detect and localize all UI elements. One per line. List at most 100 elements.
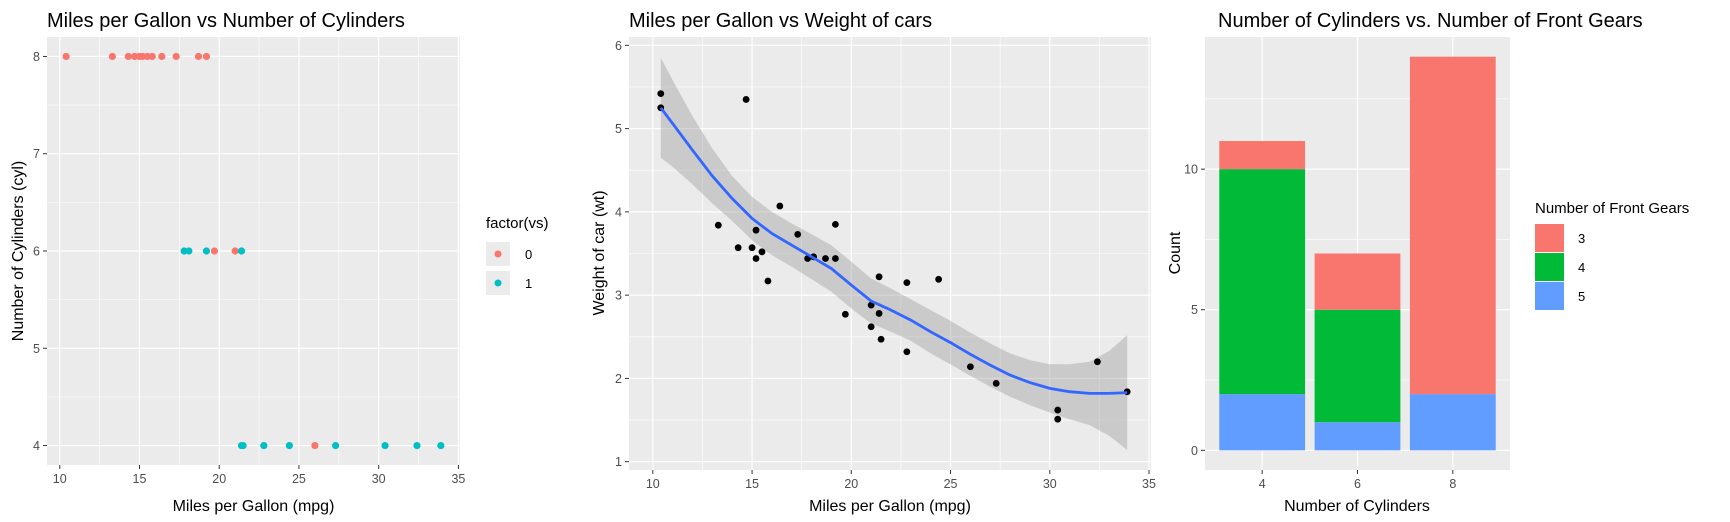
panel1-y-tick-label: 6 <box>33 245 40 259</box>
point-car <box>867 301 875 309</box>
panel2-x-tick-label: 20 <box>844 477 858 491</box>
panel1-y-tick-label: 4 <box>33 439 40 453</box>
panel3-legend-title: Number of Front Gears <box>1535 200 1689 217</box>
point-car <box>935 275 943 283</box>
panel1-gridlines <box>47 37 460 465</box>
legend-label-gear-5: 5 <box>1578 289 1585 304</box>
point-car <box>734 244 742 252</box>
point-car <box>742 96 750 103</box>
point-car <box>752 226 760 234</box>
legend-swatch-1 <box>494 279 502 287</box>
panel2-x-axis-title: Miles per Gallon (mpg) <box>809 498 971 515</box>
point-vs-0 <box>124 52 132 61</box>
panel3-title: Number of Cylinders vs. Number of Front … <box>1218 10 1643 32</box>
panel1-x-tick-label: 20 <box>212 472 226 486</box>
point-car <box>992 380 1000 387</box>
panel1-y-tick-label: 8 <box>33 50 40 64</box>
panel3-legend: Number of Front Gears 3 4 5 <box>1535 200 1689 310</box>
panel3-bars <box>1219 56 1496 451</box>
legend-swatch-gear-5 <box>1535 282 1564 310</box>
panel2-x-tick-label: 35 <box>1142 477 1156 491</box>
panel2-x-tick-label: 10 <box>646 477 660 491</box>
point-car <box>1054 415 1062 423</box>
panel1-y-tick-label: 7 <box>33 147 40 161</box>
panel1-x-axis-title: Miles per Gallon (mpg) <box>173 498 335 515</box>
point-car <box>875 273 883 281</box>
legend-label-gear-3: 3 <box>1578 231 1585 246</box>
point-vs-1 <box>332 441 340 450</box>
point-car <box>752 255 760 262</box>
panel3-x-axis-title: Number of Cylinders <box>1284 498 1430 515</box>
panel1-y-ticks: 4 5 6 7 8 <box>33 50 47 453</box>
point-car <box>903 279 911 287</box>
point-car <box>867 323 875 331</box>
panel-mpg-vs-wt: Miles per Gallon vs Weight of cars 10 15 2… <box>591 10 1156 515</box>
point-car <box>832 220 839 228</box>
point-vs-1 <box>239 441 247 450</box>
panel1-title: Miles per Gallon vs Number of Cylinders <box>47 10 405 32</box>
panel2-points <box>657 90 1131 423</box>
bar-cyl-4-gear-4 <box>1219 169 1306 395</box>
point-vs-1 <box>381 441 389 450</box>
point-car <box>794 230 802 238</box>
legend-label-1: 1 <box>525 276 532 291</box>
point-vs-0 <box>172 52 180 61</box>
bar-cyl-8-gear-3 <box>1409 56 1496 395</box>
panel1-legend-title: factor(vs) <box>486 215 549 232</box>
legend-label-0: 0 <box>525 247 532 262</box>
panel3-x-tick-label: 8 <box>1449 477 1456 491</box>
bar-cyl-4-gear-3 <box>1219 141 1306 170</box>
panel-cyl-vs-gear: Number of Cylinders vs. Number of Front … <box>1167 10 1689 515</box>
point-car <box>776 202 784 210</box>
point-car <box>875 310 883 317</box>
point-car <box>764 277 772 285</box>
panel3-x-ticks: 4 6 8 <box>1259 470 1456 491</box>
bar-cyl-4-gear-5 <box>1219 394 1306 451</box>
point-vs-1 <box>285 441 293 450</box>
panel1-x-tick-label: 15 <box>133 472 147 486</box>
panel1-x-tick-label: 30 <box>372 472 386 486</box>
panel2-y-tick-label: 1 <box>615 455 622 469</box>
panel2-smooth-line <box>659 106 1128 395</box>
point-vs-1 <box>260 441 268 450</box>
panel3-x-tick-label: 4 <box>1259 477 1266 491</box>
panel3-y-ticks: 0 5 10 <box>1184 163 1205 458</box>
panel1-x-tick-label: 10 <box>53 472 67 486</box>
point-car <box>966 363 974 371</box>
point-vs-1 <box>437 441 445 450</box>
point-car <box>657 90 665 98</box>
point-vs-1 <box>202 247 211 255</box>
panel2-confidence-band <box>660 57 1128 451</box>
point-car <box>822 255 829 262</box>
legend-label-gear-4: 4 <box>1578 260 1585 275</box>
panel2-title: Miles per Gallon vs Weight of cars <box>629 10 932 32</box>
point-vs-0 <box>62 52 70 61</box>
point-car <box>877 335 885 343</box>
legend-swatch-gear-4 <box>1535 253 1564 281</box>
panel2-x-tick-label: 25 <box>944 477 958 491</box>
point-car <box>1094 358 1101 366</box>
point-car <box>841 310 849 318</box>
legend-swatch-0 <box>494 250 502 258</box>
panel2-y-tick-label: 6 <box>615 39 622 53</box>
panel1-points <box>62 52 445 450</box>
panel3-y-tick-label: 10 <box>1184 163 1198 177</box>
point-vs-0 <box>202 52 211 61</box>
panel3-y-tick-label: 5 <box>1191 303 1198 317</box>
panel2-y-tick-label: 4 <box>615 205 622 219</box>
point-vs-0 <box>210 247 219 255</box>
point-vs-0 <box>148 52 156 61</box>
point-vs-1 <box>185 247 193 255</box>
panel1-x-tick-label: 25 <box>292 472 306 486</box>
panel1-x-ticks: 10 15 20 25 30 35 <box>53 465 465 486</box>
point-car <box>714 221 722 229</box>
point-vs-0 <box>158 52 166 61</box>
panel3-x-tick-label: 6 <box>1354 477 1361 491</box>
panel3-y-tick-label: 0 <box>1191 444 1198 458</box>
point-car <box>903 348 911 356</box>
panel2-y-tick-label: 3 <box>615 289 622 303</box>
panel1-y-tick-label: 5 <box>33 342 40 356</box>
point-vs-1 <box>413 441 421 450</box>
